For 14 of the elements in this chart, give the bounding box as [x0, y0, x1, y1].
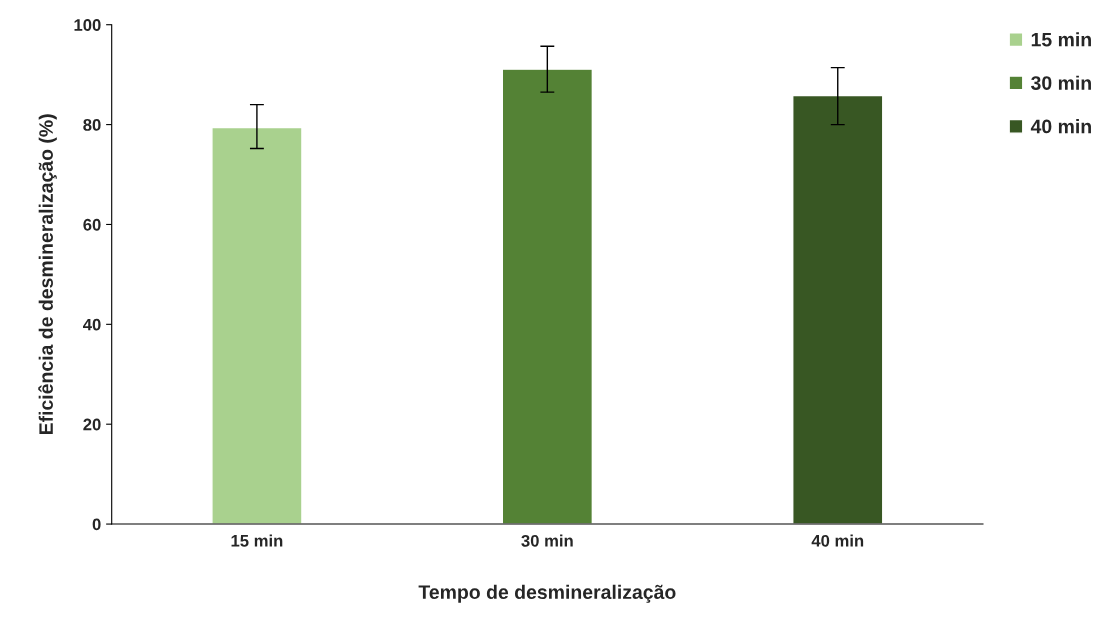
- legend-label: 15 min: [1031, 32, 1091, 47]
- legend-label: 40 min: [1030, 119, 1091, 134]
- x-tick-label: 40 min: [811, 534, 864, 547]
- y-tick-label: 20: [83, 418, 101, 431]
- x-axis-title: Tempo de desmineralização: [418, 584, 676, 603]
- x-tick-label: 30 min: [521, 534, 573, 547]
- y-tick-label: 80: [83, 118, 101, 131]
- legend-label: 30 min: [1031, 75, 1091, 90]
- y-tick-label: 40: [83, 318, 101, 331]
- y-axis-title: Eficiência de desmineralização (%): [38, 114, 57, 435]
- y-tick-label: 0: [92, 518, 101, 531]
- x-tick-label: 15 min: [231, 534, 283, 547]
- y-tick-label: 100: [74, 19, 101, 31]
- y-tick-label: 60: [83, 218, 101, 231]
